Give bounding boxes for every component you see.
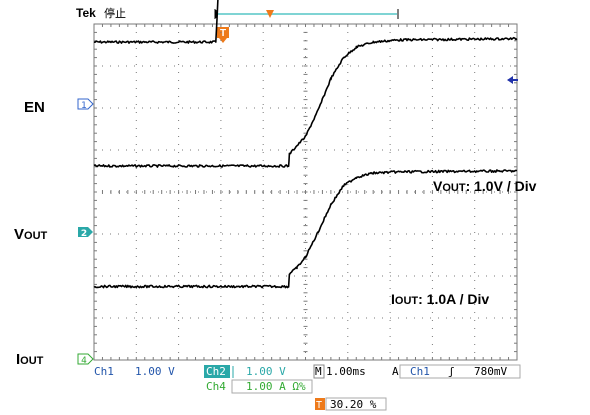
record-trigger-marker-icon	[266, 10, 274, 18]
iout-scale-rest: : 1.0A / Div	[418, 291, 489, 307]
ch2-scale: 1.00 V	[246, 365, 286, 378]
trigger-position-marker: T	[217, 27, 229, 43]
graticule	[93, 23, 518, 361]
ch1-label: Ch1	[94, 365, 114, 378]
en-label: EN	[24, 99, 45, 116]
iout-label-sub: OUT	[20, 355, 44, 367]
ch2-ground-marker-label: 2	[81, 229, 87, 239]
ch2-label: Ch2	[206, 365, 226, 378]
trigger-slope-icon: ʃ	[448, 365, 455, 378]
record-position-bar	[214, 9, 399, 19]
iout-scale-annotation: IOUT: 1.0A / Div	[391, 291, 489, 307]
timebase-scale: 1.00ms	[326, 365, 366, 378]
ch2-ground-marker: 2	[78, 227, 93, 239]
vout-label: VOUT	[14, 226, 48, 243]
ch4-ground-marker: 4	[77, 353, 94, 366]
vout-scale-annotation: VOUT: 1.0V / Div	[433, 178, 537, 194]
ch4-ground-marker-label: 4	[81, 356, 87, 366]
trace-ch2	[93, 36, 518, 168]
iout-scale-main: I	[391, 291, 395, 307]
trigger-position-marker-label: T	[220, 28, 226, 39]
trigger-level-arrow-icon	[507, 76, 518, 84]
ch4-scale: 1.00 A Ω%	[246, 380, 306, 393]
ch1-scale: 1.00 V	[135, 365, 175, 378]
ch4-label: Ch4	[206, 380, 226, 393]
iout-label: IOUT	[16, 351, 44, 368]
vout-scale-main: V	[433, 178, 443, 194]
vout-scale-sub: OUT	[442, 182, 466, 194]
status-bar: Ch1 1.00 V Ch2 1.00 V M 1.00ms A Ch1 ʃ 7…	[94, 364, 521, 411]
vout-label-sub: OUT	[24, 230, 48, 242]
iout-label-main: I	[16, 351, 20, 368]
trigger-position-value: 30.20 %	[330, 398, 377, 411]
trigger-position-icon: T	[316, 400, 322, 411]
waveform-traces	[93, 0, 518, 289]
trigger-level: 780mV	[474, 365, 507, 378]
ch2-label-box	[204, 365, 230, 378]
timebase-label: M	[315, 365, 322, 378]
trigger-source: Ch1	[410, 365, 430, 378]
acquisition-state: 停止	[104, 6, 126, 20]
acquisition-mode: A	[392, 365, 399, 378]
trace-ch4	[93, 169, 518, 289]
trace-ch1	[93, 0, 219, 44]
iout-scale-sub: OUT	[395, 295, 419, 307]
scope-brand: Tek	[76, 6, 96, 20]
vout-scale-rest: : 1.0V / Div	[466, 178, 537, 194]
vout-label-main: V	[14, 226, 24, 243]
ch1-ground-marker: 1	[77, 98, 94, 111]
ch1-ground-marker-label: 1	[81, 101, 87, 111]
